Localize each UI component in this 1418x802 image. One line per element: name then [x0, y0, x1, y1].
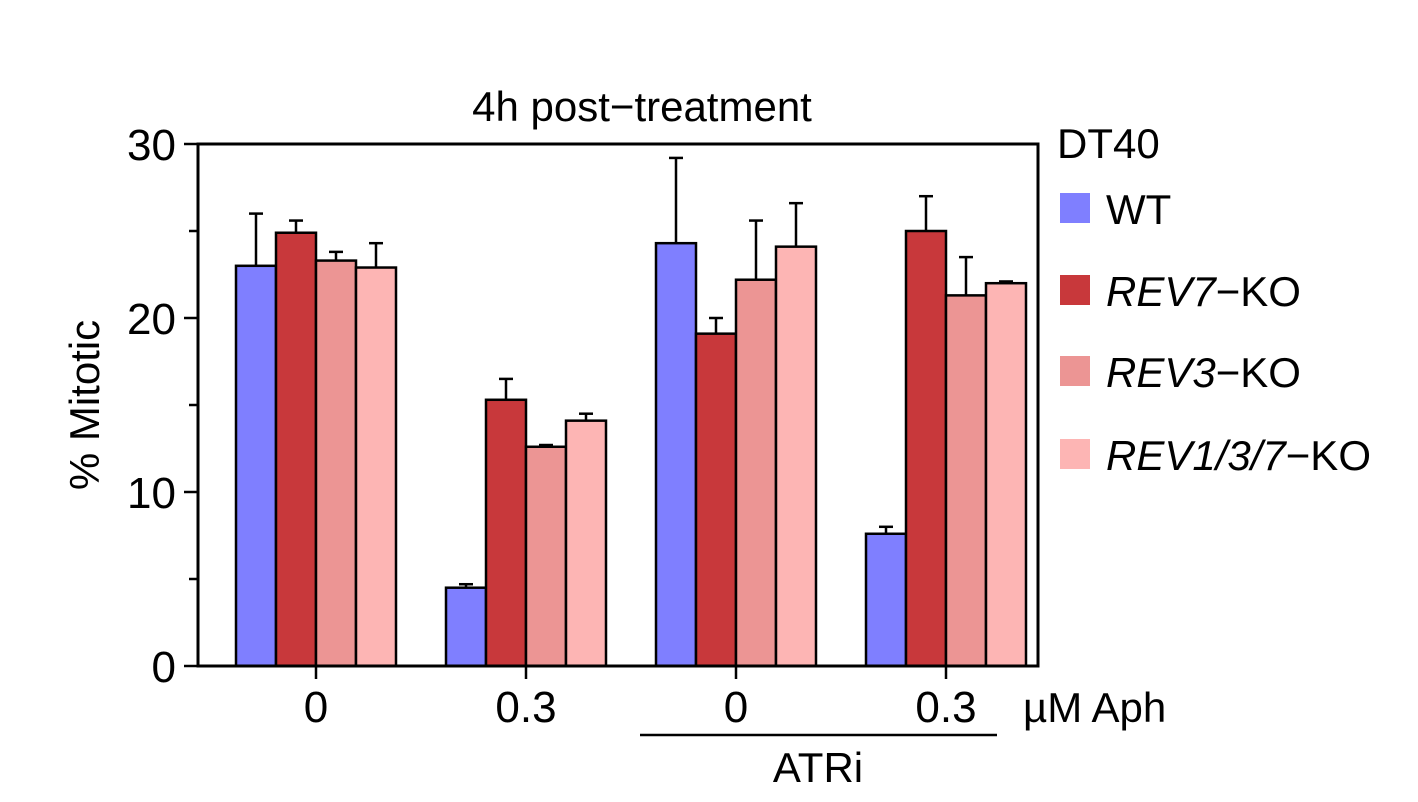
bar-s2-c2 — [734, 278, 778, 668]
bar-s1-c1 — [484, 398, 528, 668]
legend-label-2: REV3−KO — [1106, 349, 1301, 396]
y-axis: 0 10 20 30 — [127, 121, 198, 692]
legend: DT40 WT REV7−KO REV3−KO REV1/3/7−KO — [1057, 120, 1371, 479]
legend-label-3: REV1/3/7−KO — [1106, 432, 1371, 479]
x-tick-label-0: 0 — [304, 683, 328, 732]
legend-swatch-0 — [1060, 193, 1090, 223]
x-axis: 0 0.3 0 0.3 — [304, 666, 977, 732]
bar-s3-c3 — [984, 281, 1028, 668]
bar-s1-c0 — [274, 231, 318, 668]
bar-s1-c2 — [694, 332, 738, 668]
bar-s3-c1 — [564, 419, 608, 668]
legend-label-0: WT — [1106, 186, 1171, 233]
bar-s0-c1 — [444, 586, 488, 668]
legend-swatch-2 — [1060, 356, 1090, 386]
legend-title: DT40 — [1057, 120, 1160, 167]
y-axis-label: % Mitotic — [61, 320, 108, 490]
bar-s3-c2 — [774, 245, 818, 668]
error-bar-group — [249, 156, 1013, 588]
y-tick-label-30: 30 — [127, 121, 176, 170]
x-tick-label-3: 0.3 — [915, 683, 976, 732]
bar-s0-c2 — [654, 241, 698, 668]
legend-swatch-3 — [1060, 439, 1090, 469]
bar-s2-c3 — [944, 294, 988, 668]
y-tick-label-20: 20 — [127, 295, 176, 344]
y-tick-label-10: 10 — [127, 469, 176, 518]
x-axis-label: µM Aph — [1023, 684, 1166, 731]
x-tick-label-2: 0 — [724, 683, 748, 732]
bar-s0-c3 — [864, 532, 908, 668]
bar-series-group — [234, 229, 1028, 668]
bar-s0-c0 — [234, 264, 278, 668]
atri-bracket-label: ATRi — [773, 744, 863, 791]
y-tick-label-0: 0 — [152, 643, 176, 692]
x-tick-label-1: 0.3 — [495, 683, 556, 732]
bar-s3-c0 — [354, 266, 398, 668]
legend-swatch-1 — [1060, 275, 1090, 305]
legend-label-1: REV7−KO — [1106, 268, 1301, 315]
bar-s2-c1 — [524, 445, 568, 668]
bar-s1-c3 — [904, 229, 948, 668]
bar-s2-c0 — [314, 259, 358, 668]
chart-title: 4h post−treatment — [472, 83, 812, 130]
